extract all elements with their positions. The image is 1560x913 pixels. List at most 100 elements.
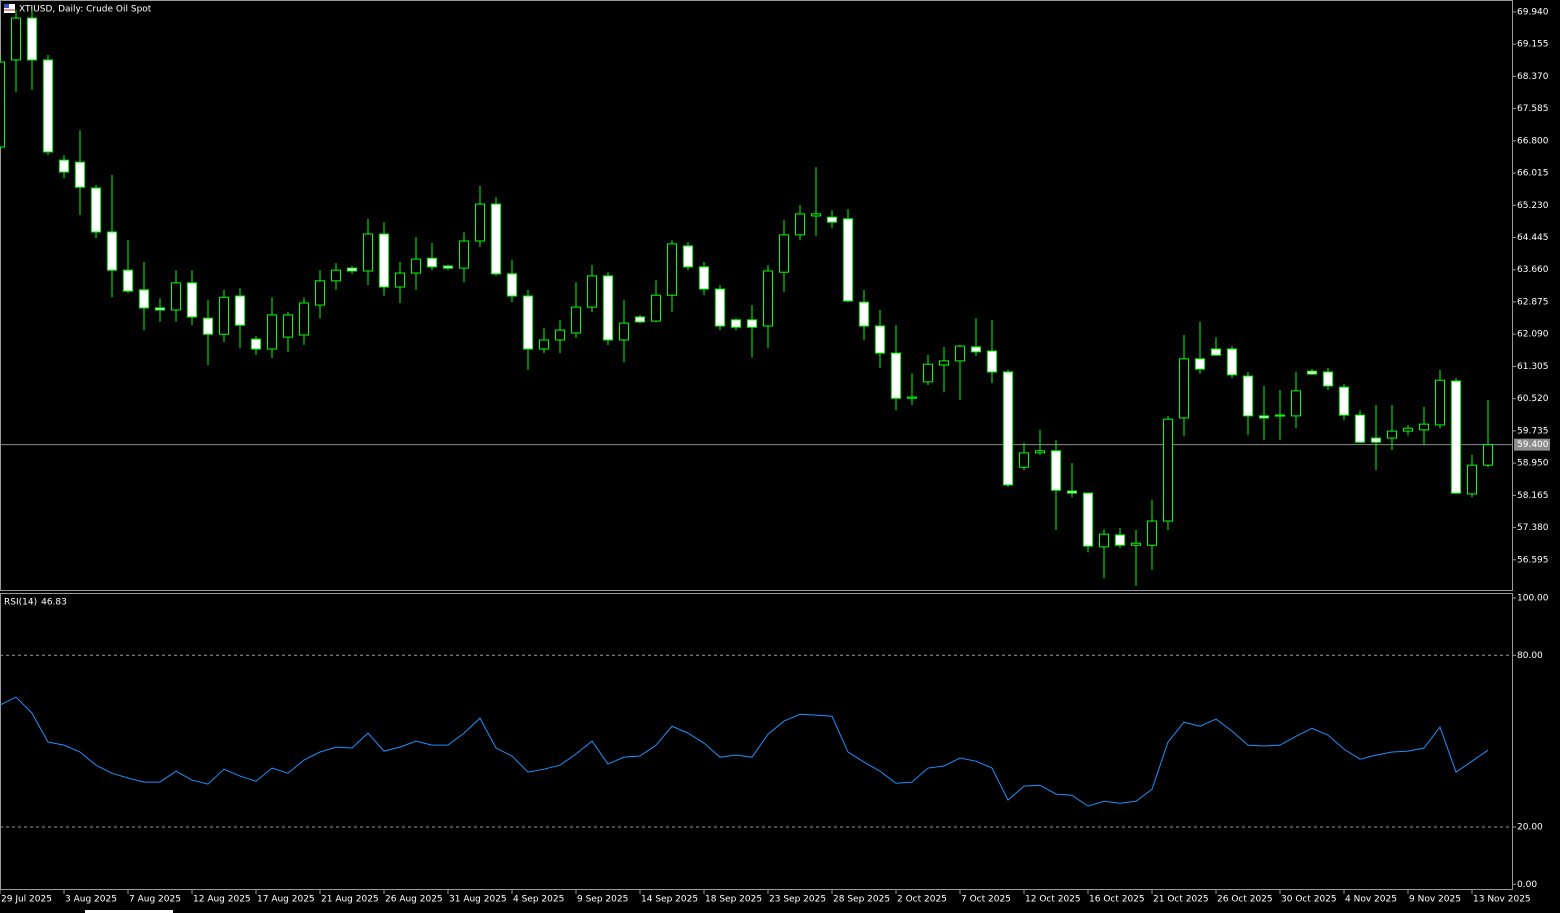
candle-body bbox=[971, 346, 981, 353]
y-tick-label: 63.660 bbox=[1517, 265, 1549, 275]
y-tick-label: 59.735 bbox=[1517, 426, 1549, 436]
candle-body bbox=[619, 322, 629, 341]
flag-canton bbox=[4, 4, 9, 8]
candle-body bbox=[651, 294, 661, 322]
x-tick-label: 4 Nov 2025 bbox=[1345, 895, 1397, 905]
y-tick-label: 69.155 bbox=[1517, 40, 1549, 50]
candle-body bbox=[1131, 542, 1141, 546]
y-tick-label: 80.00 bbox=[1517, 651, 1543, 661]
candle-body bbox=[1307, 370, 1317, 375]
candle-body bbox=[1211, 348, 1221, 356]
candle-body bbox=[91, 187, 101, 233]
rsi-line bbox=[0, 696, 1489, 807]
candle-body bbox=[1195, 358, 1205, 370]
candle-body bbox=[507, 273, 517, 297]
y-tick-label: 61.305 bbox=[1517, 362, 1549, 372]
x-tick-label: 16 Oct 2025 bbox=[1089, 895, 1145, 905]
candle-body bbox=[875, 325, 885, 354]
y-tick-label: 100.00 bbox=[1517, 594, 1549, 604]
candle-body bbox=[1019, 452, 1029, 468]
candle-body bbox=[107, 231, 117, 271]
candle-body bbox=[187, 282, 197, 318]
candle-body bbox=[763, 270, 773, 327]
candle-body bbox=[571, 306, 581, 334]
candle-body bbox=[1051, 450, 1061, 491]
x-tick-label: 7 Aug 2025 bbox=[129, 895, 181, 905]
y-tick-label: 58.165 bbox=[1517, 491, 1549, 501]
y-tick-label: 60.520 bbox=[1517, 394, 1549, 404]
y-tick-label: 56.595 bbox=[1517, 555, 1549, 565]
candle-body bbox=[347, 267, 357, 272]
y-tick-label: 66.800 bbox=[1517, 136, 1549, 146]
x-tick-label: 21 Oct 2025 bbox=[1153, 895, 1209, 905]
candle-body bbox=[27, 17, 37, 61]
candle-body bbox=[1259, 415, 1269, 419]
candle-body bbox=[795, 213, 805, 236]
candle-body bbox=[715, 288, 725, 327]
candle-body bbox=[123, 269, 133, 292]
y-tick-label: 66.015 bbox=[1517, 169, 1549, 179]
candle-body bbox=[1099, 533, 1109, 548]
candle-body bbox=[0, 61, 5, 148]
candle-body bbox=[427, 257, 437, 268]
candle-body bbox=[1387, 430, 1397, 439]
rsi-value: 46.83 bbox=[41, 598, 67, 608]
candle-body bbox=[1083, 492, 1093, 547]
candle-body bbox=[475, 203, 485, 242]
y-tick-label: 20.00 bbox=[1517, 823, 1543, 833]
candle-body bbox=[299, 302, 309, 336]
candle-body bbox=[1371, 437, 1381, 443]
rsi-title: RSI(14) bbox=[4, 598, 37, 608]
y-tick-label: 57.380 bbox=[1517, 523, 1549, 533]
candle-body bbox=[891, 352, 901, 399]
x-tick-label: 17 Aug 2025 bbox=[257, 895, 315, 905]
y-tick-label: 62.090 bbox=[1517, 330, 1549, 340]
candle-body bbox=[235, 295, 245, 326]
x-tick-label: 18 Sep 2025 bbox=[705, 895, 762, 905]
candle-body bbox=[267, 314, 277, 350]
candle-body bbox=[747, 319, 757, 328]
x-tick-label: 4 Sep 2025 bbox=[513, 895, 564, 905]
x-tick-label: 26 Oct 2025 bbox=[1217, 895, 1273, 905]
candle-body bbox=[43, 59, 53, 153]
candle-body bbox=[395, 272, 405, 288]
x-tick-label: 13 Nov 2025 bbox=[1473, 895, 1531, 905]
x-tick-label: 28 Sep 2025 bbox=[833, 895, 890, 905]
x-tick-label: 23 Sep 2025 bbox=[769, 895, 826, 905]
candle-body bbox=[59, 159, 69, 173]
x-tick-label: 2 Oct 2025 bbox=[897, 895, 947, 905]
candle-body bbox=[1275, 414, 1285, 417]
y-tick-label: 64.445 bbox=[1517, 233, 1549, 243]
candle-body bbox=[683, 245, 693, 268]
candle-body bbox=[75, 161, 85, 188]
candle-body bbox=[731, 319, 741, 328]
x-tick-label: 30 Oct 2025 bbox=[1281, 895, 1337, 905]
candle-body bbox=[139, 289, 149, 309]
candle-body bbox=[1067, 490, 1077, 494]
x-tick-label: 12 Oct 2025 bbox=[1025, 895, 1081, 905]
candle-body bbox=[1147, 520, 1157, 546]
x-tick-label: 26 Aug 2025 bbox=[385, 895, 443, 905]
y-tick-label: 58.950 bbox=[1517, 459, 1549, 469]
candle-body bbox=[203, 317, 213, 335]
candle-body bbox=[843, 218, 853, 302]
x-tick-label: 12 Aug 2025 bbox=[193, 895, 251, 905]
candle-body bbox=[1227, 348, 1237, 376]
y-tick-label: 67.585 bbox=[1517, 104, 1549, 114]
candle-body bbox=[635, 316, 645, 323]
candle-body bbox=[859, 301, 869, 327]
candle-body bbox=[1355, 414, 1365, 443]
candle-body bbox=[1435, 379, 1445, 426]
candle-body bbox=[1115, 534, 1125, 546]
y-tick-label: 62.875 bbox=[1517, 297, 1549, 307]
candle-body bbox=[779, 234, 789, 273]
symbol-icon bbox=[4, 4, 15, 13]
candle-body bbox=[1419, 423, 1429, 431]
candle-body bbox=[587, 275, 597, 308]
candle-body bbox=[155, 307, 165, 311]
x-tick-label: 9 Sep 2025 bbox=[577, 895, 628, 905]
x-tick-label: 3 Aug 2025 bbox=[65, 895, 117, 905]
candle-body bbox=[939, 360, 949, 366]
candle-body bbox=[523, 295, 533, 350]
candle-body bbox=[603, 275, 613, 341]
